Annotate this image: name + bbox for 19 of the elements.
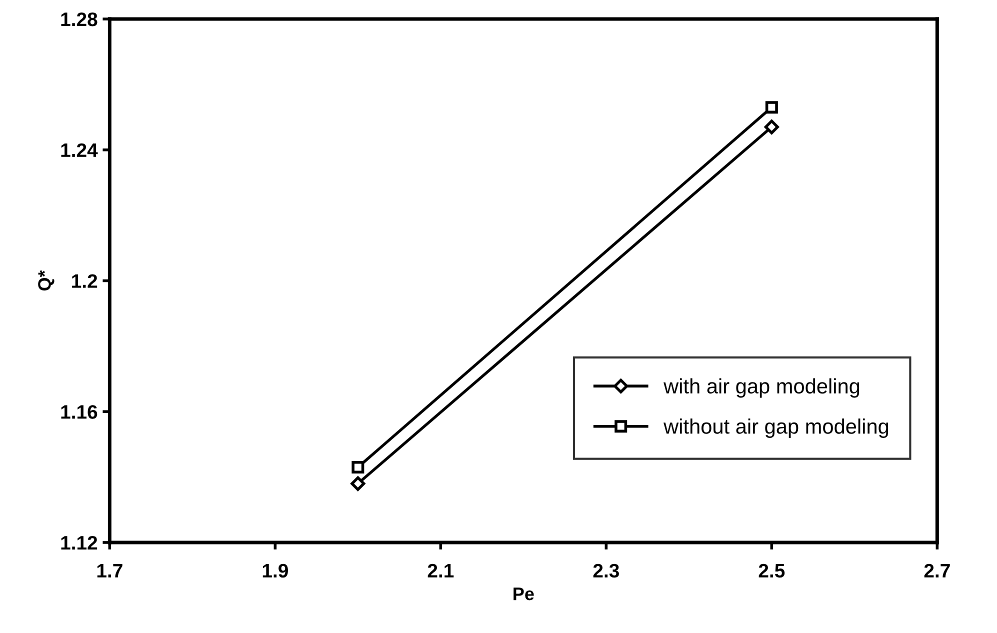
- point: [352, 460, 364, 474]
- x-tick-label: 1.9: [262, 564, 288, 578]
- x-tick-label: 2.5: [758, 564, 785, 578]
- legend-label: with air gap modeling: [664, 378, 860, 398]
- y-tick-label: 1.24: [61, 143, 98, 157]
- x-axis-title: Pe: [514, 588, 534, 600]
- point: [350, 476, 366, 491]
- point: [765, 101, 778, 114]
- y-axis-title: Q*: [38, 270, 54, 291]
- x-tick-label: 2.1: [428, 564, 454, 578]
- x-tick-label: 2.7: [924, 564, 950, 578]
- y-tick-label: 1.16: [61, 405, 98, 419]
- y-tick-label: 1.2: [72, 274, 98, 288]
- legend-label: without air gap modeling: [664, 418, 888, 438]
- x-tick-label: 2.3: [593, 564, 619, 578]
- y-tick-label: 1.12: [61, 536, 98, 550]
- point: [764, 120, 779, 134]
- y-tick-label: 1.28: [61, 12, 98, 26]
- x-tick-label: 1.7: [97, 564, 122, 578]
